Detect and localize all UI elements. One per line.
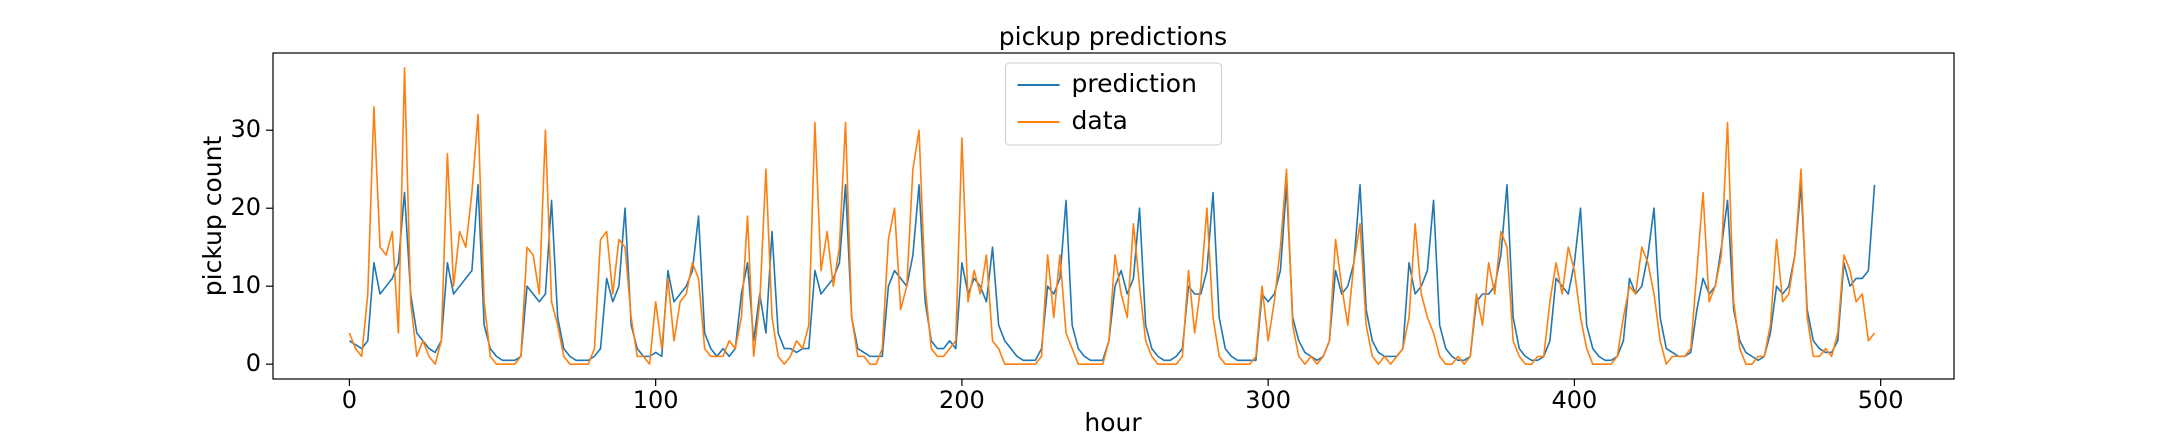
legend-box bbox=[1005, 62, 1222, 146]
x-tick-label: 400 bbox=[1551, 386, 1597, 414]
x-tick-label: 300 bbox=[1245, 386, 1291, 414]
legend: prediction data bbox=[1005, 62, 1222, 146]
plot-frame bbox=[272, 52, 1955, 380]
legend-label: data bbox=[1072, 106, 1128, 135]
legend-label: prediction bbox=[1072, 69, 1197, 98]
y-tick-label: 10 bbox=[230, 271, 261, 299]
y-axis-label: pickup count bbox=[198, 136, 227, 297]
x-tick-label: 100 bbox=[633, 386, 679, 414]
x-tick-label: 200 bbox=[939, 386, 985, 414]
y-tick-label: 30 bbox=[230, 115, 261, 143]
line-series bbox=[348, 67, 1876, 365]
y-tick-label: 20 bbox=[230, 193, 261, 221]
x-axis-label: hour bbox=[1084, 408, 1142, 432]
chart-title: pickup predictions bbox=[999, 22, 1227, 51]
line-series bbox=[348, 184, 1876, 362]
y-tick-label: 0 bbox=[246, 349, 261, 377]
x-tick-label: 0 bbox=[342, 386, 357, 414]
x-tick-label: 500 bbox=[1858, 386, 1904, 414]
